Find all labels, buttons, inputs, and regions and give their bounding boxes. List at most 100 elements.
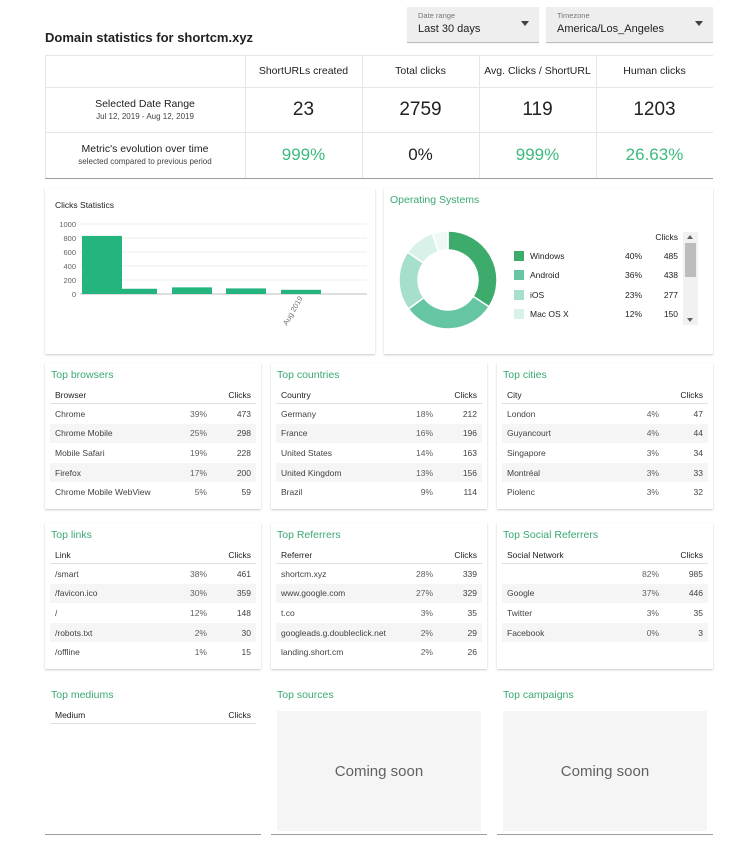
row-label: Chrome Mobile xyxy=(55,428,113,439)
os-legend-item[interactable]: Linux6%71 xyxy=(514,324,682,327)
os-legend-item[interactable]: iOS 23% 277 xyxy=(514,285,682,305)
table-row[interactable]: Chrome Mobile 25% 298 xyxy=(50,423,256,444)
row-clicks: 33 xyxy=(693,467,703,478)
table-row[interactable]: Mobile Safari 19% 228 xyxy=(50,443,256,463)
table-row[interactable]: / 12% 148 xyxy=(50,603,256,623)
row-percent: 13% xyxy=(415,467,433,478)
row-clicks: 228 xyxy=(236,447,251,458)
top-campaigns-coming-soon: Coming soon xyxy=(503,711,707,831)
row-percent: 17% xyxy=(189,467,207,478)
evolution-total-clicks: 0% xyxy=(408,145,433,164)
row-label: Germany xyxy=(281,408,316,419)
table-row[interactable]: shortcm.xyz 28% 339 xyxy=(276,564,482,584)
y-tick-label: 400 xyxy=(63,262,76,271)
legend-swatch xyxy=(514,289,524,300)
top-countries-title: Top countries xyxy=(277,369,340,381)
bar[interactable] xyxy=(226,288,266,294)
table-row[interactable]: /smart 38% 461 xyxy=(50,564,256,584)
table-row[interactable]: Google 37% 446 xyxy=(502,583,708,604)
row-clicks: 446 xyxy=(688,588,703,599)
row-label: /smart xyxy=(55,568,79,579)
table-row[interactable]: Guyancourt 4% 44 xyxy=(502,423,708,444)
top-sources-title: Top sources xyxy=(277,689,334,701)
row-title-date-range: Selected Date Range xyxy=(95,97,195,110)
row-clicks: 44 xyxy=(693,428,703,439)
row-label: Brazil xyxy=(281,487,303,498)
top-referrers-title: Top Referrers xyxy=(277,529,341,541)
chevron-down-icon xyxy=(521,21,529,26)
table-row[interactable]: United States 14% 163 xyxy=(276,443,482,463)
evolution-human-clicks: 26.63% xyxy=(625,145,684,164)
os-name: iOS xyxy=(530,289,545,300)
top-links-title: Top links xyxy=(51,529,92,541)
table-header-row: Medium Clicks xyxy=(50,707,256,724)
bar[interactable] xyxy=(117,288,157,294)
date-range-value: Last 30 days xyxy=(418,23,481,35)
table-row[interactable]: 82% 985 xyxy=(502,564,708,584)
row-clicks: 339 xyxy=(462,568,477,579)
donut-slice-android[interactable] xyxy=(407,295,491,330)
os-legend-item[interactable]: Windows 40% 485 xyxy=(514,246,682,266)
table-row[interactable]: Twitter 3% 35 xyxy=(502,603,708,623)
os-legend-scroll[interactable]: Clicks Windows 40% 485 Android 36% 438 iOS 23% 2… xyxy=(514,232,682,327)
top-referrers-table: Referrer Clicks shortcm.xyz 28% 339 www.googl… xyxy=(276,547,482,662)
os-clicks: 277 xyxy=(663,289,678,300)
table-row[interactable]: United Kingdom 13% 156 xyxy=(276,462,482,483)
donut-slice-linux[interactable] xyxy=(431,230,449,253)
row-percent: 38% xyxy=(189,568,207,579)
row-clicks: 196 xyxy=(462,428,477,439)
table-row[interactable]: Singapore 3% 34 xyxy=(502,443,708,463)
table-row[interactable]: /favicon.ico 30% 359 xyxy=(50,583,256,604)
os-clicks: 485 xyxy=(663,250,678,261)
bar[interactable] xyxy=(82,235,122,294)
table-body: /smart 38% 461/favicon.ico 30% 359 / 12% 148/ro… xyxy=(50,564,256,662)
table-row[interactable]: Brazil 9% 114 xyxy=(276,482,482,502)
row-label: Google xyxy=(507,588,535,599)
column-header: Country xyxy=(281,390,311,400)
date-range-dropdown[interactable]: Date range Last 30 days xyxy=(407,7,539,43)
row-clicks: 29 xyxy=(467,627,477,638)
table-row[interactable]: Piolenc 3% 32 xyxy=(502,482,708,502)
scroll-down-icon[interactable] xyxy=(687,318,693,322)
bar[interactable] xyxy=(172,287,212,294)
table-row[interactable]: Chrome 39% 473 xyxy=(50,404,256,424)
evolution-avg-clicks: 999% xyxy=(515,145,560,164)
table-row[interactable]: Chrome Mobile WebView 5% 59 xyxy=(50,482,256,502)
timezone-label: Timezone xyxy=(557,11,590,20)
row-label: landing.short.cm xyxy=(281,647,344,658)
table-row[interactable]: /offline 1% 15 xyxy=(50,642,256,662)
bar[interactable] xyxy=(281,289,321,294)
table-body: 82% 985 Google 37% 446 Twitter 3% 35 Facebook 0% 3 xyxy=(502,564,708,643)
row-percent: 3% xyxy=(646,447,659,458)
scroll-up-icon[interactable] xyxy=(687,235,693,239)
os-legend-item[interactable]: Mac OS X 12% 150 xyxy=(514,305,682,325)
os-title: Operating Systems xyxy=(390,194,480,206)
table-row[interactable]: Firefox 17% 200 xyxy=(50,462,256,483)
stats-table: ShortURLs created Total clicks Avg. Clic… xyxy=(45,55,713,179)
table-row[interactable]: Montréal 3% 33 xyxy=(502,462,708,483)
table-row[interactable]: www.google.com 27% 329 xyxy=(276,583,482,604)
row-label: London xyxy=(507,408,536,419)
table-row[interactable]: France 16% 196 xyxy=(276,423,482,444)
row-percent: 3% xyxy=(646,487,659,498)
table-row[interactable]: /robots.txt 2% 30 xyxy=(50,622,256,643)
os-legend-item[interactable]: Android 36% 438 xyxy=(514,266,682,286)
table-row[interactable]: t.co 3% 35 xyxy=(276,603,482,623)
row-percent: 27% xyxy=(415,588,433,599)
row-percent: 30% xyxy=(189,588,207,599)
table-row[interactable]: googleads.g.doubleclick.net 2% 29 xyxy=(276,622,482,643)
row-label: Montréal xyxy=(507,467,541,478)
table-row[interactable]: Germany 18% 212 xyxy=(276,404,482,424)
table-row[interactable]: Facebook 0% 3 xyxy=(502,622,708,643)
os-percent: 40% xyxy=(624,250,642,261)
donut-slice-windows[interactable] xyxy=(447,230,498,308)
row-label: shortcm.xyz xyxy=(281,568,327,579)
row-label: Piolenc xyxy=(507,487,535,498)
table-row[interactable]: landing.short.cm 2% 26 xyxy=(276,642,482,662)
timezone-dropdown[interactable]: Timezone America/Los_Angeles xyxy=(546,7,713,43)
scroll-thumb[interactable] xyxy=(685,243,696,277)
row-clicks: 212 xyxy=(462,408,477,419)
timezone-value: America/Los_Angeles xyxy=(557,23,665,35)
os-legend-scrollbar[interactable] xyxy=(683,232,698,325)
table-row[interactable]: London 4% 47 xyxy=(502,404,708,424)
